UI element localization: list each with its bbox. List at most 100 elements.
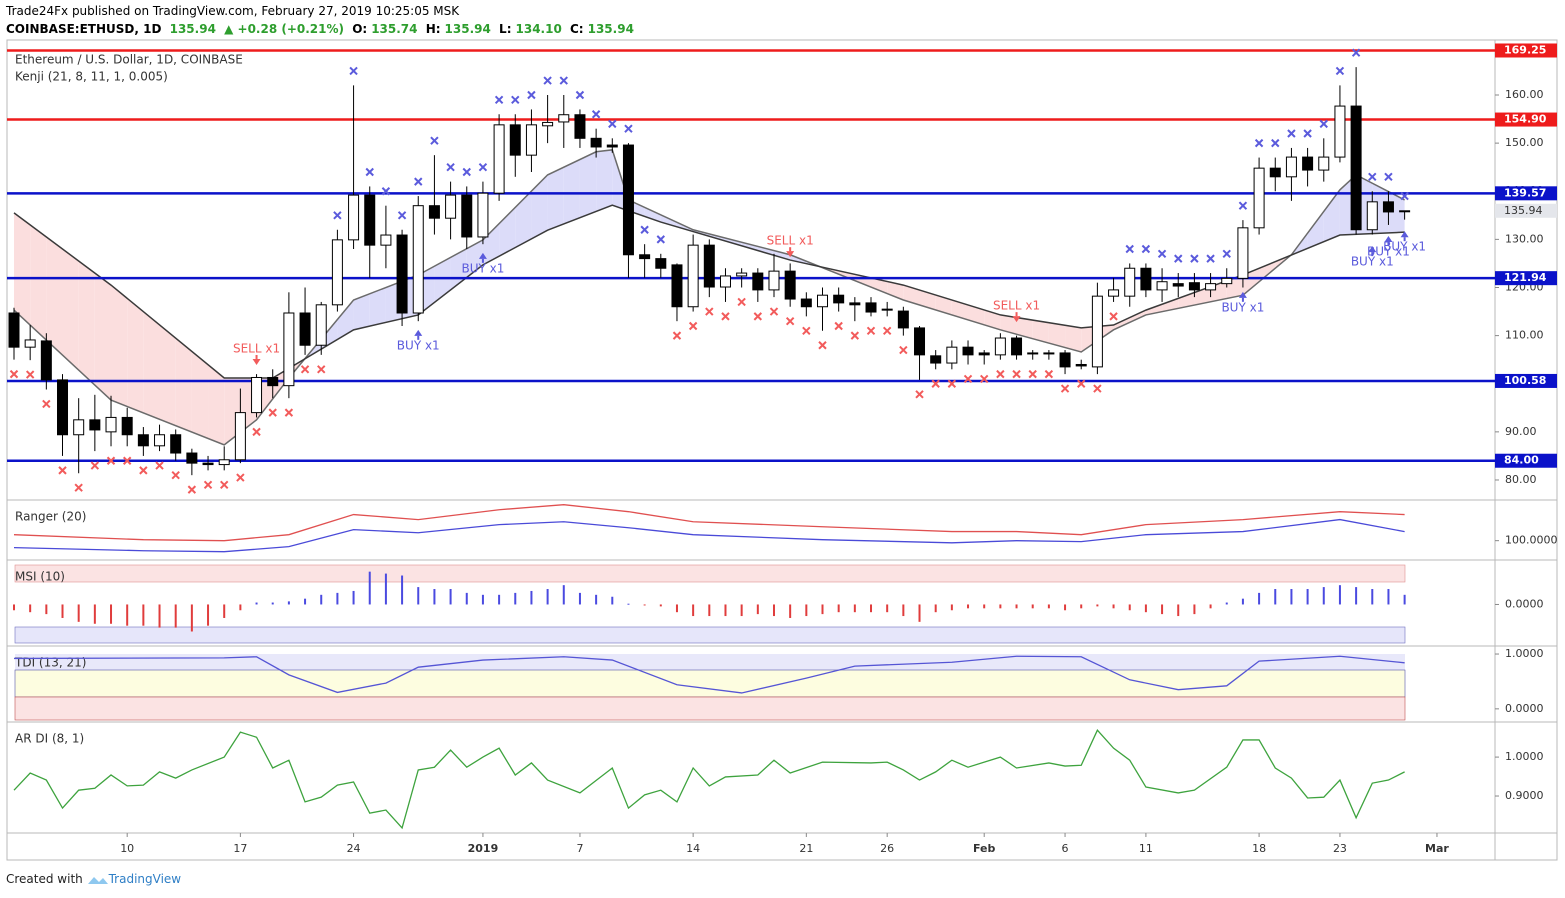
cloud: [1113, 317, 1130, 330]
x-tick-label: 24: [347, 842, 361, 855]
sell-x: [74, 483, 83, 492]
buy-x: [543, 76, 552, 85]
cloud: [773, 250, 791, 261]
signal-label: BUY x1: [1221, 300, 1264, 314]
msi-bar: [578, 592, 581, 605]
msi-bar: [1355, 587, 1358, 605]
signal-label: BUY x1: [1383, 240, 1426, 254]
cloud: [1000, 314, 1017, 335]
sell-x: [1093, 384, 1102, 393]
sell-x: [1109, 312, 1118, 321]
x-tick-label: 11: [1139, 842, 1153, 855]
candle-body: [1011, 337, 1023, 356]
msi-bar: [514, 592, 517, 605]
candle-body: [1091, 295, 1103, 368]
buy-x: [1303, 129, 1312, 138]
candle-body: [461, 194, 473, 238]
signal-label: BUY x1: [461, 261, 504, 275]
candle-body: [833, 294, 845, 304]
level-box: [1495, 271, 1557, 286]
msi-bar: [336, 592, 339, 605]
buy-x: [1368, 172, 1377, 182]
x-tick-label: 18: [1252, 842, 1266, 855]
sell-x: [203, 480, 213, 490]
sell-x: [300, 365, 310, 374]
sell-x: [139, 466, 148, 475]
x-tick-label: 10: [120, 842, 134, 855]
cloud: [159, 324, 176, 426]
sell-x: [802, 326, 811, 336]
msi-bar: [789, 604, 792, 618]
candle-body: [1043, 352, 1055, 355]
buy-x: [511, 95, 520, 105]
level-label: 100.58: [1504, 374, 1546, 387]
candle-body: [1059, 352, 1071, 368]
candle-body: [89, 419, 101, 431]
cloud: [1032, 320, 1049, 344]
msi-bar: [1064, 604, 1067, 611]
msi-bar: [13, 604, 15, 611]
buy-x: [1157, 249, 1167, 259]
cloud: [1048, 322, 1066, 348]
sell-x: [850, 331, 860, 340]
candle-body: [445, 194, 457, 219]
sell-x: [688, 321, 698, 331]
cloud: [757, 246, 774, 256]
pane-title: Ranger (20): [15, 510, 86, 524]
candle-body: [1318, 156, 1330, 171]
cloud: [14, 212, 31, 326]
buy-x: [1238, 201, 1248, 210]
msi-bar: [756, 604, 759, 615]
msi-bar: [886, 604, 889, 613]
sell-x: [721, 312, 730, 321]
publisher: Trade24Fx published on TradingView.com, …: [6, 4, 460, 18]
cloud: [94, 273, 112, 401]
msi-bar: [271, 602, 274, 605]
candle-body: [1075, 363, 1087, 367]
candle-body: [234, 412, 246, 461]
candle-body: [914, 327, 926, 356]
candle-body: [105, 416, 117, 433]
candle-body: [1172, 283, 1184, 287]
sell-x: [947, 379, 957, 388]
buy-x: [624, 124, 633, 133]
level-box: [1495, 112, 1557, 127]
sell-x: [187, 485, 197, 494]
o: 135.74: [371, 22, 418, 36]
msi-bar: [384, 573, 387, 605]
msi-bar: [1128, 604, 1131, 611]
msi-bar: [207, 604, 210, 626]
last: 135.94: [169, 22, 216, 36]
msi-bar: [1338, 585, 1341, 605]
candle-body: [412, 205, 424, 314]
cloud: [78, 261, 95, 386]
sell-x: [268, 408, 277, 417]
candle-body: [655, 258, 667, 269]
signal-arrow: [414, 329, 423, 336]
candle-body: [1124, 267, 1136, 297]
candle-body: [719, 275, 731, 288]
msi-bar: [45, 604, 48, 615]
msi-bar: [1225, 602, 1228, 605]
candle-body: [57, 379, 69, 436]
msi-bar: [1371, 589, 1374, 605]
footer: Created with TradingView: [6, 872, 181, 886]
candle-body: [331, 239, 343, 306]
cloud: [919, 290, 936, 310]
cloud: [175, 338, 192, 433]
msi-bar: [1241, 598, 1244, 605]
cloud: [1129, 310, 1146, 323]
candle-body: [1269, 167, 1281, 178]
y-tick-label: 110.00: [1505, 329, 1544, 342]
msi-bar: [255, 602, 258, 605]
brand[interactable]: TradingView: [108, 872, 182, 886]
indicator-line: [13, 518, 1405, 553]
last-price: 135.94: [1504, 204, 1543, 217]
cloud: [127, 298, 144, 413]
sell-x: [737, 297, 746, 307]
y-tick-label: 80.00: [1505, 473, 1537, 486]
y-tick-label: 0.0000: [1505, 597, 1544, 610]
msi-bar: [1144, 604, 1147, 613]
msi-bar: [999, 604, 1002, 609]
